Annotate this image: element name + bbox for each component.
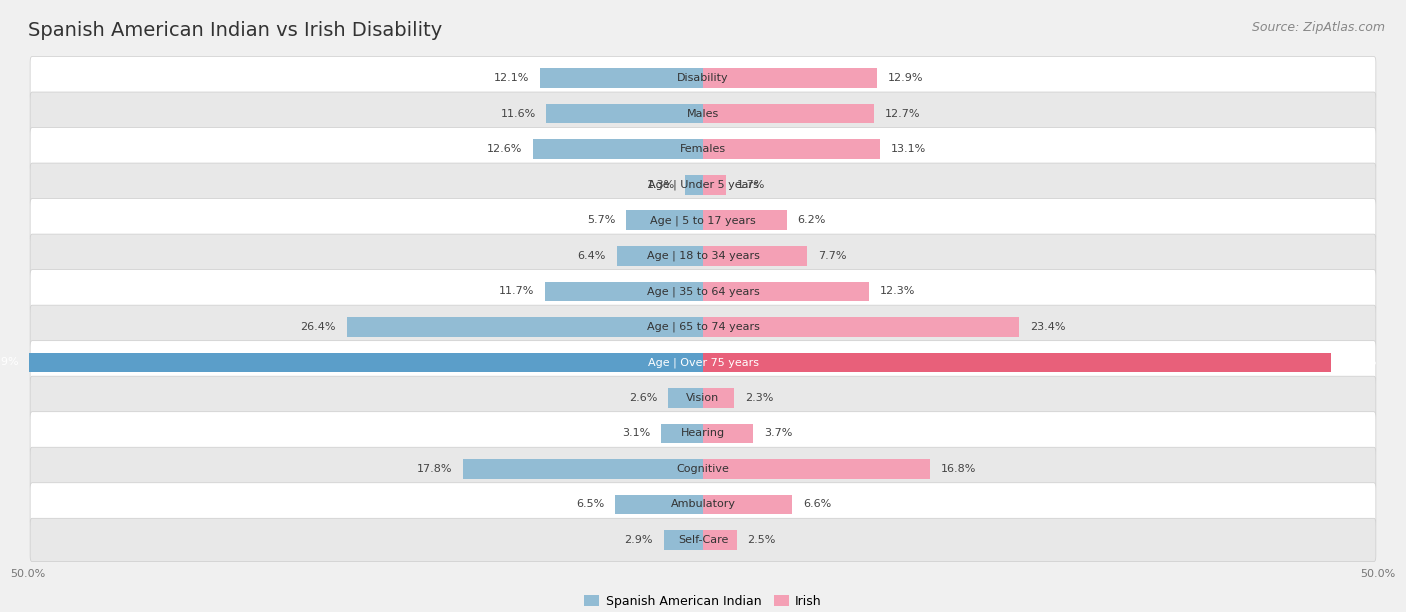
Bar bbox=[703, 494, 792, 514]
Text: 6.5%: 6.5% bbox=[576, 499, 605, 509]
Bar bbox=[547, 104, 703, 124]
Text: 2.5%: 2.5% bbox=[748, 535, 776, 545]
Text: 11.6%: 11.6% bbox=[501, 109, 536, 119]
Bar bbox=[703, 317, 1019, 337]
Bar bbox=[533, 140, 703, 159]
Text: 6.6%: 6.6% bbox=[803, 499, 831, 509]
Text: Females: Females bbox=[681, 144, 725, 154]
Bar bbox=[686, 175, 703, 195]
Text: Age | 65 to 74 years: Age | 65 to 74 years bbox=[647, 321, 759, 332]
Text: 12.1%: 12.1% bbox=[494, 73, 529, 83]
Bar bbox=[703, 459, 929, 479]
Bar bbox=[703, 530, 737, 550]
FancyBboxPatch shape bbox=[30, 163, 1376, 206]
Text: 12.9%: 12.9% bbox=[889, 73, 924, 83]
Text: Hearing: Hearing bbox=[681, 428, 725, 438]
Legend: Spanish American Indian, Irish: Spanish American Indian, Irish bbox=[579, 590, 827, 612]
FancyBboxPatch shape bbox=[30, 305, 1376, 348]
Text: 6.2%: 6.2% bbox=[797, 215, 825, 225]
FancyBboxPatch shape bbox=[30, 341, 1376, 384]
Text: 46.5%: 46.5% bbox=[1341, 357, 1376, 367]
Text: 11.7%: 11.7% bbox=[499, 286, 534, 296]
Bar bbox=[703, 211, 787, 230]
FancyBboxPatch shape bbox=[30, 234, 1376, 277]
Bar bbox=[703, 140, 880, 159]
Text: 3.1%: 3.1% bbox=[621, 428, 651, 438]
Text: 6.4%: 6.4% bbox=[578, 251, 606, 261]
FancyBboxPatch shape bbox=[30, 127, 1376, 171]
Text: 1.3%: 1.3% bbox=[647, 180, 675, 190]
Bar bbox=[668, 388, 703, 408]
Bar bbox=[617, 246, 703, 266]
Text: 16.8%: 16.8% bbox=[941, 464, 976, 474]
Text: 2.9%: 2.9% bbox=[624, 535, 652, 545]
Text: Age | 18 to 34 years: Age | 18 to 34 years bbox=[647, 250, 759, 261]
Text: Age | 5 to 17 years: Age | 5 to 17 years bbox=[650, 215, 756, 225]
Text: Spanish American Indian vs Irish Disability: Spanish American Indian vs Irish Disabil… bbox=[28, 21, 443, 40]
Bar bbox=[703, 104, 875, 124]
Text: 1.7%: 1.7% bbox=[737, 180, 765, 190]
Text: Age | Over 75 years: Age | Over 75 years bbox=[648, 357, 758, 368]
FancyBboxPatch shape bbox=[30, 447, 1376, 491]
Text: 12.3%: 12.3% bbox=[880, 286, 915, 296]
Bar bbox=[30, 353, 703, 372]
FancyBboxPatch shape bbox=[30, 92, 1376, 135]
Bar bbox=[540, 69, 703, 88]
Text: Source: ZipAtlas.com: Source: ZipAtlas.com bbox=[1251, 21, 1385, 34]
Bar bbox=[703, 69, 877, 88]
Text: Cognitive: Cognitive bbox=[676, 464, 730, 474]
FancyBboxPatch shape bbox=[30, 518, 1376, 562]
Text: Vision: Vision bbox=[686, 393, 720, 403]
Bar bbox=[463, 459, 703, 479]
Bar bbox=[347, 317, 703, 337]
Text: 12.7%: 12.7% bbox=[886, 109, 921, 119]
FancyBboxPatch shape bbox=[30, 270, 1376, 313]
Text: 3.7%: 3.7% bbox=[763, 428, 792, 438]
FancyBboxPatch shape bbox=[30, 56, 1376, 100]
Text: 23.4%: 23.4% bbox=[1029, 322, 1066, 332]
Bar bbox=[616, 494, 703, 514]
Text: 2.3%: 2.3% bbox=[745, 393, 773, 403]
Bar bbox=[703, 175, 725, 195]
Text: 7.7%: 7.7% bbox=[818, 251, 846, 261]
Bar bbox=[703, 424, 754, 443]
Text: Age | 35 to 64 years: Age | 35 to 64 years bbox=[647, 286, 759, 297]
Text: Self-Care: Self-Care bbox=[678, 535, 728, 545]
Bar bbox=[703, 246, 807, 266]
Text: Age | Under 5 years: Age | Under 5 years bbox=[648, 179, 758, 190]
Text: 5.7%: 5.7% bbox=[586, 215, 616, 225]
FancyBboxPatch shape bbox=[30, 198, 1376, 242]
FancyBboxPatch shape bbox=[30, 376, 1376, 420]
Bar bbox=[661, 424, 703, 443]
Bar bbox=[703, 353, 1330, 372]
Bar bbox=[626, 211, 703, 230]
FancyBboxPatch shape bbox=[30, 483, 1376, 526]
Text: 26.4%: 26.4% bbox=[301, 322, 336, 332]
Text: Males: Males bbox=[688, 109, 718, 119]
FancyBboxPatch shape bbox=[30, 412, 1376, 455]
Text: 49.9%: 49.9% bbox=[0, 357, 18, 367]
Text: 2.6%: 2.6% bbox=[628, 393, 657, 403]
Text: Ambulatory: Ambulatory bbox=[671, 499, 735, 509]
Text: 13.1%: 13.1% bbox=[890, 144, 927, 154]
Text: 12.6%: 12.6% bbox=[486, 144, 522, 154]
Bar bbox=[546, 282, 703, 301]
Bar bbox=[703, 282, 869, 301]
Bar bbox=[703, 388, 734, 408]
Bar bbox=[664, 530, 703, 550]
Text: 17.8%: 17.8% bbox=[416, 464, 451, 474]
Text: Disability: Disability bbox=[678, 73, 728, 83]
